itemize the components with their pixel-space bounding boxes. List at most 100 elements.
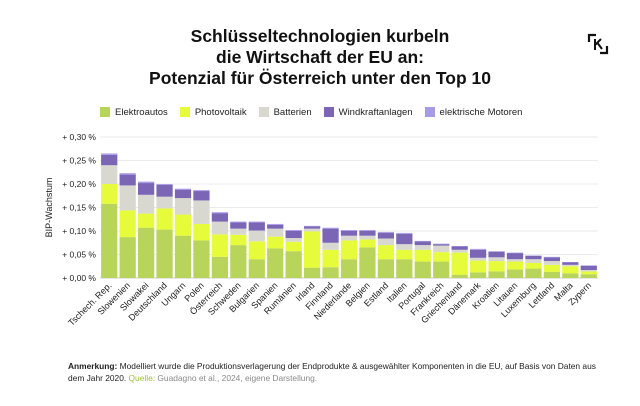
chart-legend: Elektroautos Photovoltaik Batterien Windkra… xyxy=(100,104,522,120)
bar-segment xyxy=(340,231,358,236)
bar-segment xyxy=(414,241,431,246)
bar-segment xyxy=(137,213,155,228)
legend-swatch xyxy=(424,107,435,117)
bar-segment xyxy=(267,248,284,278)
y-tick-label: + 0,15 % xyxy=(62,203,96,213)
bar-segment xyxy=(543,264,561,272)
bar-segment xyxy=(101,184,118,204)
bar-segment xyxy=(174,235,192,278)
bar-segment xyxy=(322,227,339,229)
bar-segment xyxy=(396,232,413,234)
bar-segment xyxy=(230,245,247,278)
bar-segment xyxy=(340,259,358,278)
bar-segment xyxy=(156,196,173,209)
bar-segment xyxy=(211,256,229,278)
title-line-1: Schlüsseltechnologien kurbeln xyxy=(190,26,450,46)
bar-segment xyxy=(525,268,542,278)
title-line-3: Potenzial für Österreich unter den Top 1… xyxy=(149,68,491,88)
bar-segment xyxy=(230,222,247,229)
source-label: Quelle: xyxy=(128,373,156,383)
bar-segment xyxy=(193,191,210,201)
legend-swatch xyxy=(179,107,190,117)
bar-segment xyxy=(396,249,413,260)
bar-segment xyxy=(101,153,118,155)
bar-segment xyxy=(101,154,118,166)
bar-segment xyxy=(174,198,192,215)
bar-segment xyxy=(156,184,173,197)
bar-segment xyxy=(469,260,487,273)
bar-segment xyxy=(174,214,192,236)
bar-segment xyxy=(359,230,376,231)
bar-segment xyxy=(469,248,487,250)
bar-segment xyxy=(211,213,229,222)
bar-segment xyxy=(580,274,597,278)
bar-segment xyxy=(193,223,210,241)
bar-segment xyxy=(377,232,395,239)
y-tick-label: + 0,10 % xyxy=(62,226,96,236)
bar-segment xyxy=(506,269,524,278)
bar-segment xyxy=(359,239,376,248)
bar-segment xyxy=(285,231,302,239)
bar-segment xyxy=(359,231,376,236)
chart-title: Schlüsseltechnologien kurbeln die Wirtsc… xyxy=(0,26,640,89)
bar-segment xyxy=(414,249,431,262)
bar-segment xyxy=(322,242,339,250)
legend-item: Windkraftanlagen xyxy=(323,107,413,118)
bar-segment xyxy=(285,238,302,242)
bar-segment xyxy=(488,251,505,258)
bar-segment xyxy=(506,259,524,262)
bar-segment xyxy=(469,249,487,258)
bar-segment xyxy=(396,233,413,245)
bar-segment xyxy=(396,244,413,250)
bar-segment xyxy=(488,271,505,278)
bar-segment xyxy=(562,264,579,267)
bar-segment xyxy=(506,253,524,260)
bar-segment xyxy=(340,230,358,231)
bar-segment xyxy=(248,259,265,278)
legend-item: elektrische Motoren xyxy=(424,107,522,118)
bar-segment xyxy=(359,235,376,240)
bar-segment xyxy=(248,230,265,242)
bar-segment xyxy=(562,262,579,265)
bar-segment xyxy=(543,271,561,278)
bar-segment xyxy=(451,249,468,253)
bar-segment xyxy=(451,274,468,278)
bar-segment xyxy=(193,190,210,192)
bar-segment xyxy=(156,208,173,230)
bar-segment xyxy=(543,257,561,262)
bar-segment xyxy=(119,210,136,238)
legend-swatch xyxy=(323,107,334,117)
bar-segment xyxy=(506,261,524,270)
bar-segment xyxy=(137,183,155,195)
bar-segment xyxy=(137,181,155,184)
legend-swatch xyxy=(100,107,110,117)
y-tick-label: + 0,20 % xyxy=(62,179,96,189)
legend-swatch xyxy=(258,107,269,117)
bar-segment xyxy=(267,223,284,225)
bar-segment xyxy=(156,184,173,185)
bar-segment xyxy=(248,241,265,260)
note-text: Modelliert wurde die Produktionsverlager… xyxy=(68,361,596,383)
bar-segment xyxy=(193,200,210,224)
bar-segment xyxy=(451,252,468,275)
bar-segment xyxy=(377,245,395,260)
bar-segment xyxy=(156,229,173,278)
bar-segment xyxy=(414,261,431,278)
bar-segment xyxy=(303,226,321,229)
bar-segment xyxy=(119,174,136,186)
bar-segment xyxy=(303,267,321,278)
bar-segment xyxy=(303,231,321,268)
bar-segment xyxy=(340,235,358,241)
source-text: Guadagno et al., 2024, eigene Darstellun… xyxy=(157,373,318,383)
bar-segment xyxy=(248,221,265,223)
bar-segment xyxy=(580,270,597,272)
bar-segment xyxy=(580,265,597,271)
bar-segment xyxy=(174,189,192,199)
bar-segment xyxy=(322,228,339,243)
legend-item: Batterien xyxy=(258,107,312,118)
bar-segment xyxy=(303,228,321,232)
bar-segment xyxy=(322,249,339,268)
bar-segment xyxy=(488,261,505,272)
bar-segment xyxy=(562,266,579,274)
bar-segment xyxy=(119,173,136,175)
